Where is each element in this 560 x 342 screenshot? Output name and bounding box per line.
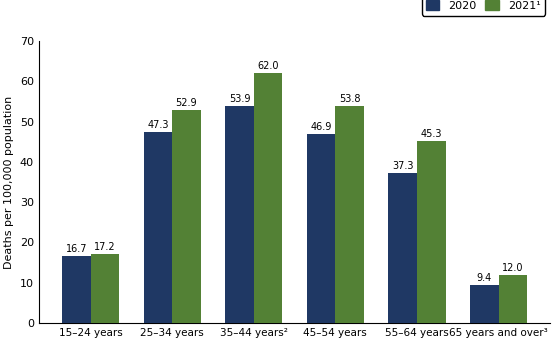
Text: 9.4: 9.4 (477, 273, 492, 283)
Text: 46.9: 46.9 (310, 122, 332, 132)
Text: 53.8: 53.8 (339, 94, 361, 104)
Text: 47.3: 47.3 (147, 120, 169, 130)
Text: 52.9: 52.9 (176, 98, 197, 108)
Bar (254, 73, 282, 323)
Bar (91, 254, 119, 323)
Bar (389, 173, 417, 323)
Legend: 2020, 2021¹: 2020, 2021¹ (422, 0, 545, 15)
Bar (470, 285, 498, 323)
Text: 45.3: 45.3 (421, 129, 442, 139)
Text: 17.2: 17.2 (94, 242, 115, 252)
Text: 53.9: 53.9 (228, 94, 250, 104)
Bar (498, 275, 527, 323)
Text: 12.0: 12.0 (502, 263, 524, 273)
Text: 16.7: 16.7 (66, 244, 87, 254)
Bar (172, 110, 200, 323)
Bar (417, 141, 446, 323)
Bar (307, 134, 335, 323)
Text: 37.3: 37.3 (392, 161, 413, 171)
Bar (143, 132, 172, 323)
Bar (335, 106, 364, 323)
Bar (62, 256, 91, 323)
Text: 62.0: 62.0 (257, 61, 279, 71)
Bar (225, 106, 254, 323)
Y-axis label: Deaths per 100,000 population: Deaths per 100,000 population (4, 95, 14, 268)
